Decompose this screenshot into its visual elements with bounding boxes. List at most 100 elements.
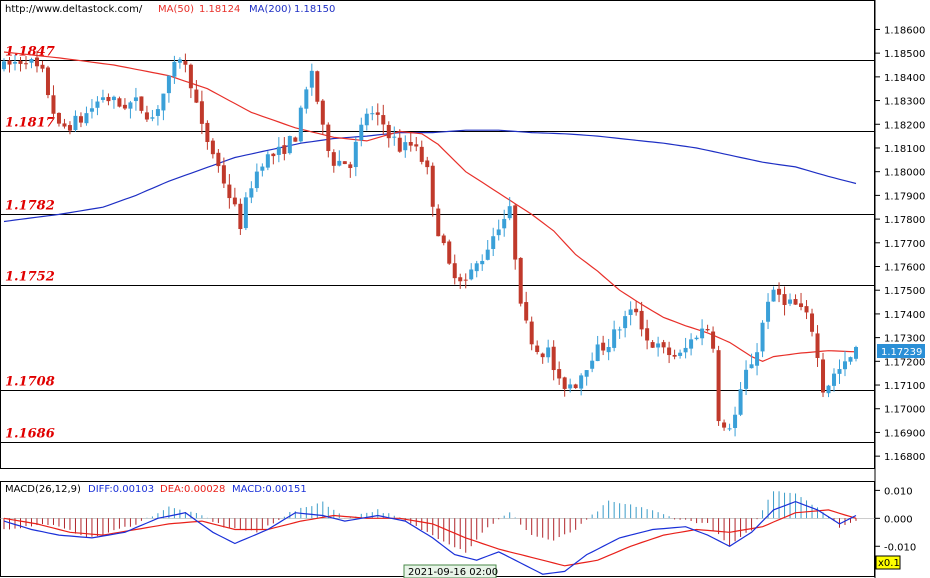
candle-body (474, 263, 479, 272)
zoom-box[interactable] (875, 555, 901, 570)
price-tick-label: 1.17600 (884, 263, 925, 274)
candle-body (656, 343, 661, 348)
macd-dea-label: DEA:0.00028 (160, 484, 225, 495)
candle-body (744, 369, 749, 389)
candle-body (265, 154, 270, 168)
candle-body (227, 184, 232, 199)
price-tick-label: 1.18300 (884, 97, 925, 108)
candle-body (573, 384, 578, 389)
price-tick-label: 1.18500 (884, 49, 925, 60)
candle-body (12, 62, 17, 64)
price-tick-label: 1.16800 (884, 452, 925, 463)
candle-body (502, 218, 507, 229)
candle-body (788, 299, 793, 304)
candle-body (370, 113, 375, 115)
candle-body (199, 101, 204, 124)
candle-body (166, 75, 171, 94)
candle-body (144, 112, 149, 120)
candle-body (232, 197, 237, 205)
candle-body (408, 141, 413, 146)
candle-body (117, 98, 122, 107)
macd-tick-label: 0.010 (884, 486, 913, 497)
candle-body (315, 71, 320, 102)
candle-body (359, 124, 364, 141)
candle-body (238, 203, 243, 230)
candle-body (282, 145, 287, 154)
dea-line (3, 509, 857, 567)
candle-body (342, 161, 347, 165)
price-tick-label: 1.18100 (884, 144, 925, 155)
candle-body (111, 96, 116, 101)
candle-body (733, 414, 738, 428)
macd-axis: 0.010 0.000 -0.010 (875, 486, 916, 553)
source-url[interactable]: http://www.deltastock.com/ (5, 4, 143, 15)
candle-body (667, 347, 672, 356)
candle-body (722, 422, 727, 428)
candle-body (832, 373, 837, 386)
last-price-box (877, 344, 925, 358)
candle-body (480, 260, 485, 265)
candle-body (458, 277, 463, 282)
candle-body (304, 89, 309, 109)
candle-body (260, 166, 265, 171)
candle-body (18, 60, 23, 64)
candle-body (172, 61, 177, 77)
candle-body (298, 107, 303, 142)
candle-body (441, 235, 446, 244)
candle-body (392, 136, 397, 138)
candle-body (243, 197, 248, 229)
candle-body (381, 115, 386, 125)
macd-pane-frame (0, 481, 875, 577)
candle-body (89, 108, 94, 112)
candle-body (700, 328, 705, 339)
candle-body (364, 113, 369, 126)
candle-body (584, 370, 589, 377)
candle-body (579, 375, 584, 389)
candle-body (183, 61, 188, 65)
candle-body (150, 117, 155, 119)
price-tick-label: 1.17400 (884, 310, 925, 321)
candle-body (62, 123, 67, 127)
diff-line (3, 500, 857, 575)
candle-body (320, 100, 325, 125)
macd-histogram (0, 491, 875, 553)
macd-tick-label: 0.000 (884, 514, 913, 525)
candle-body (623, 316, 628, 329)
candlesticks (2, 50, 858, 437)
candle-body (535, 345, 540, 352)
candle-body (425, 160, 430, 168)
macd-diff-label: DIFF:0.00103 (88, 484, 154, 495)
candle-body (194, 89, 199, 103)
candle-body (650, 342, 655, 348)
level-label: 1.1708 (5, 375, 55, 390)
candle-body (634, 308, 639, 313)
candle-body (777, 288, 782, 295)
candle-body (331, 152, 336, 166)
candle-body (221, 165, 226, 184)
candle-body (540, 353, 545, 358)
candle-body (826, 385, 831, 394)
candle-body (56, 112, 61, 124)
candle-body (810, 313, 815, 332)
candle-body (40, 64, 45, 69)
candle-body (34, 57, 39, 67)
candle-body (2, 61, 6, 70)
candle-body (397, 137, 402, 152)
ma200-value: 1.18150 (294, 4, 335, 15)
price-tick-label: 1.16900 (884, 428, 925, 439)
zoom-text[interactable]: x0.1 (878, 558, 900, 569)
candle-body (749, 364, 754, 369)
last-price-text: 1.17239 (881, 347, 922, 358)
candle-body (254, 171, 259, 189)
price-tick-label: 1.18400 (884, 73, 925, 84)
candle-body (128, 102, 133, 109)
candle-body (606, 347, 611, 353)
price-tick-label: 1.17300 (884, 334, 925, 345)
candle-body (645, 328, 650, 341)
price-tick-label: 1.17000 (884, 405, 925, 416)
ma50-label: MA(50) (158, 4, 194, 15)
candle-body (447, 241, 452, 264)
candle-body (843, 361, 848, 370)
